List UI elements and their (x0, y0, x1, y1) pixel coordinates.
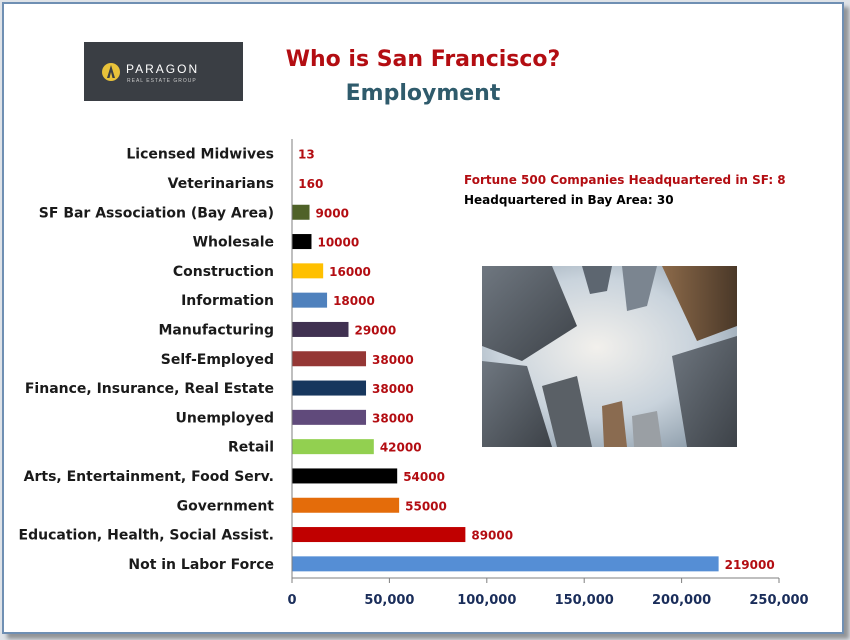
category-label: Licensed Midwives (126, 147, 274, 163)
chart-title: Who is San Francisco? (285, 47, 561, 72)
value-label: 89000 (471, 529, 513, 543)
x-tick-label: 200,000 (652, 593, 711, 608)
bar (292, 439, 374, 455)
value-label: 9000 (316, 206, 349, 220)
value-label: 38000 (372, 382, 414, 396)
bar (292, 263, 324, 279)
paragon-emblem-icon (102, 63, 120, 81)
logo-name: PARAGON (126, 62, 200, 76)
logo-tagline: REAL ESTATE GROUP (127, 78, 197, 84)
x-tick-label: 100,000 (457, 593, 516, 608)
fortune500-note: Fortune 500 Companies Headquartered in S… (464, 173, 786, 187)
value-label: 54000 (403, 470, 445, 484)
bar (292, 380, 367, 396)
value-label: 219000 (725, 558, 775, 572)
category-label: Unemployed (176, 410, 275, 426)
value-label: 10000 (317, 236, 359, 250)
bar (292, 409, 367, 425)
value-label: 160 (298, 177, 323, 191)
x-tick-label: 0 (287, 593, 296, 608)
category-label: Self-Employed (161, 352, 274, 368)
category-label: Manufacturing (159, 322, 275, 338)
category-label: Education, Health, Social Assist. (19, 528, 274, 544)
value-label: 38000 (372, 353, 414, 367)
category-label: Veterinarians (168, 176, 274, 192)
bay-area-note: Headquartered in Bay Area: 30 (464, 193, 674, 207)
category-label: Information (181, 293, 274, 309)
value-label: 18000 (333, 294, 375, 308)
value-label: 13 (298, 148, 315, 162)
category-label: Not in Labor Force (128, 557, 274, 573)
category-label: Construction (173, 264, 274, 280)
paragon-logo: PARAGON REAL ESTATE GROUP (84, 42, 243, 101)
category-label: Finance, Insurance, Real Estate (25, 381, 274, 397)
category-label: SF Bar Association (Bay Area) (39, 205, 274, 221)
bar (292, 468, 398, 484)
value-label: 16000 (329, 265, 371, 279)
category-label: Retail (228, 440, 274, 456)
bar (292, 321, 349, 337)
bar (292, 292, 328, 308)
category-label: Arts, Entertainment, Food Serv. (24, 469, 274, 485)
x-tick-label: 250,000 (749, 593, 808, 608)
category-label: Government (177, 498, 275, 514)
bar (292, 527, 466, 543)
bar (292, 234, 312, 250)
bar (292, 204, 310, 220)
value-label: 55000 (405, 499, 447, 513)
bar (292, 351, 367, 367)
skyscrapers-photo (482, 266, 737, 447)
bar (292, 556, 719, 572)
chart-subtitle: Employment (345, 81, 501, 106)
value-label: 29000 (354, 323, 396, 337)
category-label: Wholesale (193, 235, 274, 251)
bar (292, 497, 400, 513)
x-tick-label: 50,000 (364, 593, 414, 608)
value-label: 38000 (372, 411, 414, 425)
value-label: 42000 (380, 441, 422, 455)
x-tick-label: 150,000 (555, 593, 614, 608)
